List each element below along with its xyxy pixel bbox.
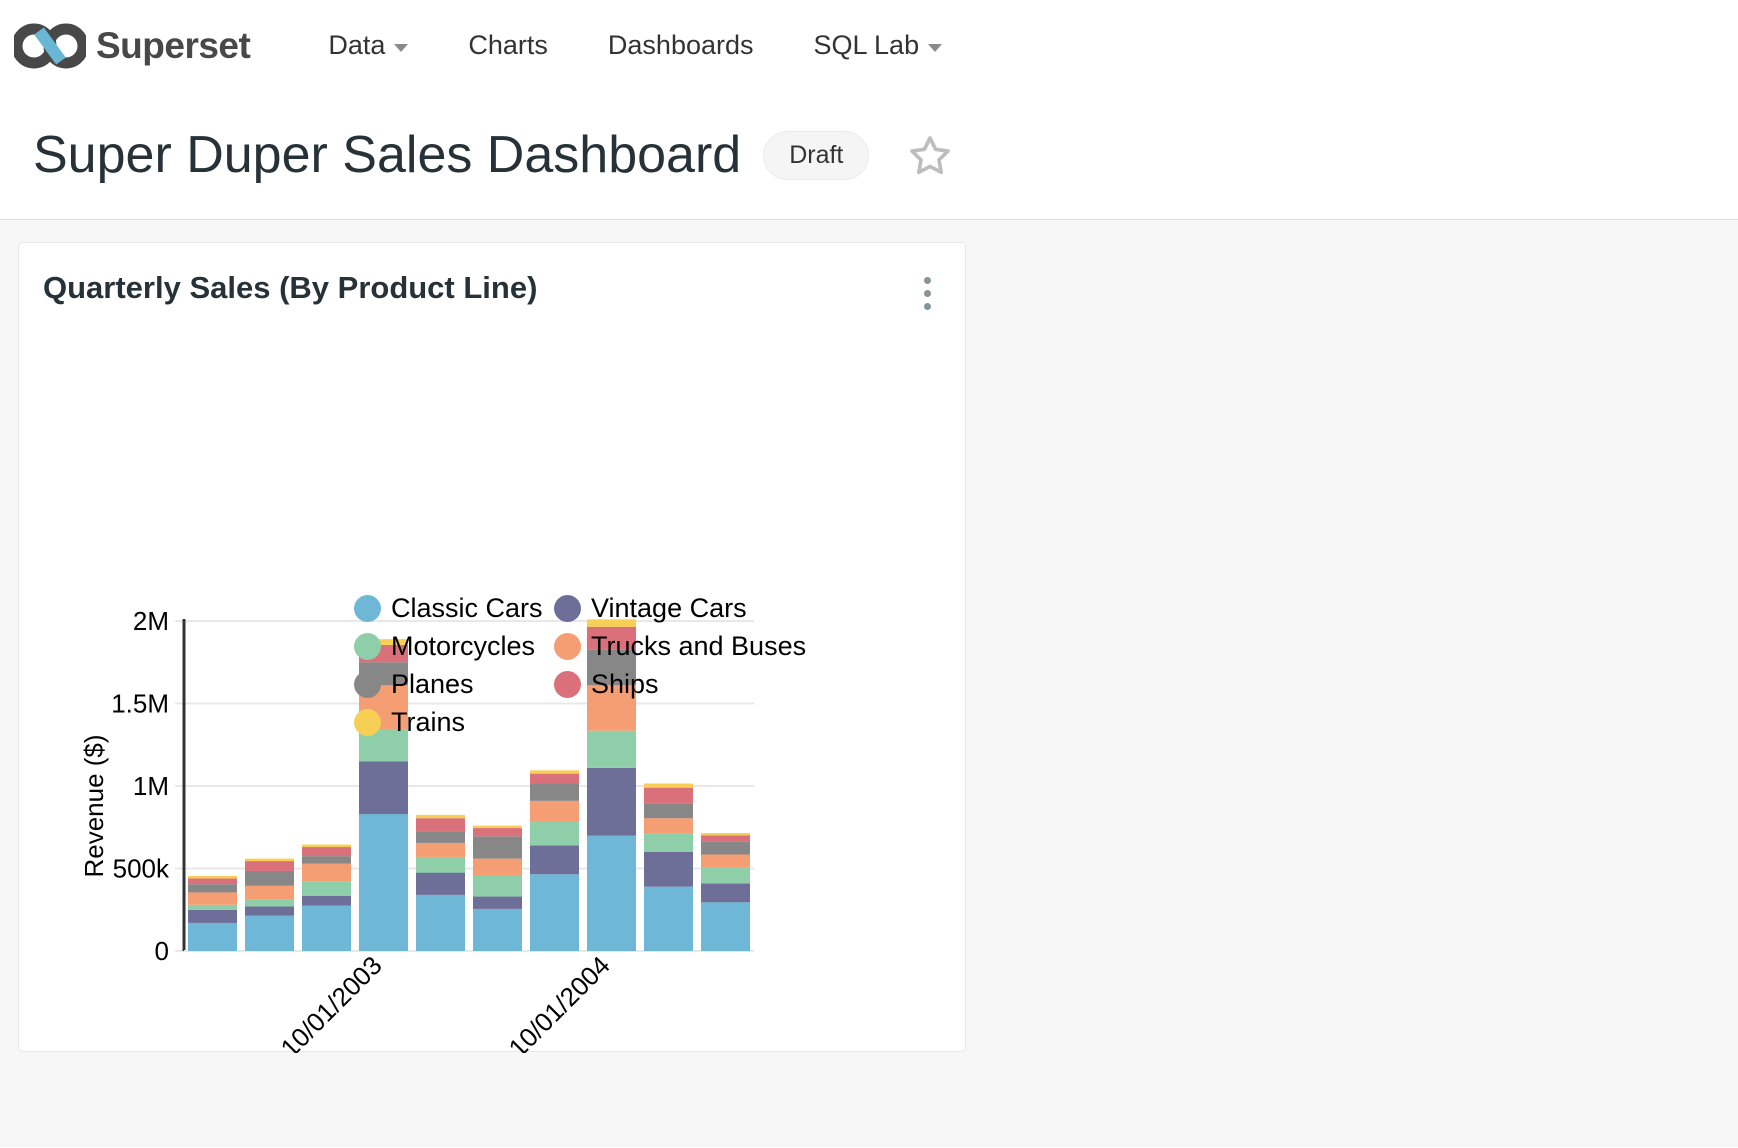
legend-swatch-icon — [354, 709, 381, 736]
svg-text:1M: 1M — [133, 771, 169, 801]
svg-text:500k: 500k — [113, 854, 170, 884]
legend-item-trains[interactable]: Trains — [354, 707, 554, 738]
legend-item-classic-cars[interactable]: Classic Cars — [354, 593, 554, 624]
legend-label: Classic Cars — [391, 593, 543, 623]
chart-title: Quarterly Sales (By Product Line) — [43, 270, 538, 305]
legend-label: Trains — [391, 707, 466, 737]
nav-item-sql-lab[interactable]: SQL Lab — [784, 24, 973, 67]
nav-item-label: Data — [328, 30, 386, 60]
nav-item-data[interactable]: Data — [298, 24, 438, 67]
nav-item-dashboards[interactable]: Dashboards — [578, 24, 784, 67]
brand-home-link[interactable]: Superset — [14, 23, 251, 69]
top-navbar: Superset Data Charts Dashboards SQL Lab — [0, 0, 1738, 92]
svg-text:10/01/2004: 10/01/2004 — [503, 950, 616, 1053]
brand-name: Superset — [96, 25, 251, 66]
legend-swatch-icon — [554, 595, 581, 622]
chart-legend: Classic Cars Vintage Cars Motorcycles Tr… — [354, 593, 806, 738]
legend-item-planes[interactable]: Planes — [354, 669, 554, 700]
legend-swatch-icon — [354, 633, 381, 660]
legend-item-motorcycles[interactable]: Motorcycles — [354, 631, 554, 662]
legend-item-vintage-cars[interactable]: Vintage Cars — [554, 593, 806, 624]
favorite-star-icon[interactable] — [907, 133, 953, 179]
legend-swatch-icon — [554, 671, 581, 698]
nav-items: Data Charts Dashboards SQL Lab — [298, 24, 972, 67]
svg-text:1.5M: 1.5M — [111, 689, 169, 719]
svg-text:10/01/2003: 10/01/2003 — [275, 950, 388, 1053]
legend-label: Vintage Cars — [591, 593, 747, 623]
legend-label: Trucks and Buses — [591, 631, 807, 661]
svg-text:0: 0 — [155, 936, 169, 966]
nav-item-label: Charts — [468, 30, 548, 60]
chart-card: Quarterly Sales (By Product Line) 0 500k 1… — [18, 242, 966, 1053]
nav-item-label: SQL Lab — [813, 30, 920, 60]
chevron-down-icon — [394, 43, 409, 52]
chevron-down-icon — [928, 43, 943, 52]
nav-item-label: Dashboards — [607, 30, 754, 60]
legend-label: Motorcycles — [391, 631, 536, 661]
dashboard-header: Super Duper Sales Dashboard Draft — [0, 92, 1738, 220]
svg-text:2M: 2M — [133, 606, 169, 636]
legend-swatch-icon — [554, 633, 581, 660]
status-badge[interactable]: Draft — [763, 131, 870, 180]
legend-swatch-icon — [354, 671, 381, 698]
chart-card-header: Quarterly Sales (By Product Line) — [43, 269, 941, 318]
svg-text:Revenue ($): Revenue ($) — [79, 734, 109, 877]
page-title[interactable]: Super Duper Sales Dashboard — [33, 125, 742, 184]
dashboard-body: Quarterly Sales (By Product Line) 0 500k 1… — [0, 220, 1738, 1147]
superset-infinity-logo-icon — [14, 23, 86, 69]
legend-item-trucks-and-buses[interactable]: Trucks and Buses — [554, 631, 806, 662]
legend-label: Planes — [391, 669, 474, 699]
legend-item-ships[interactable]: Ships — [554, 669, 806, 700]
kebab-menu-icon[interactable] — [914, 269, 941, 318]
nav-item-charts[interactable]: Charts — [438, 24, 578, 67]
legend-label: Ships — [591, 669, 659, 699]
legend-swatch-icon — [354, 595, 381, 622]
